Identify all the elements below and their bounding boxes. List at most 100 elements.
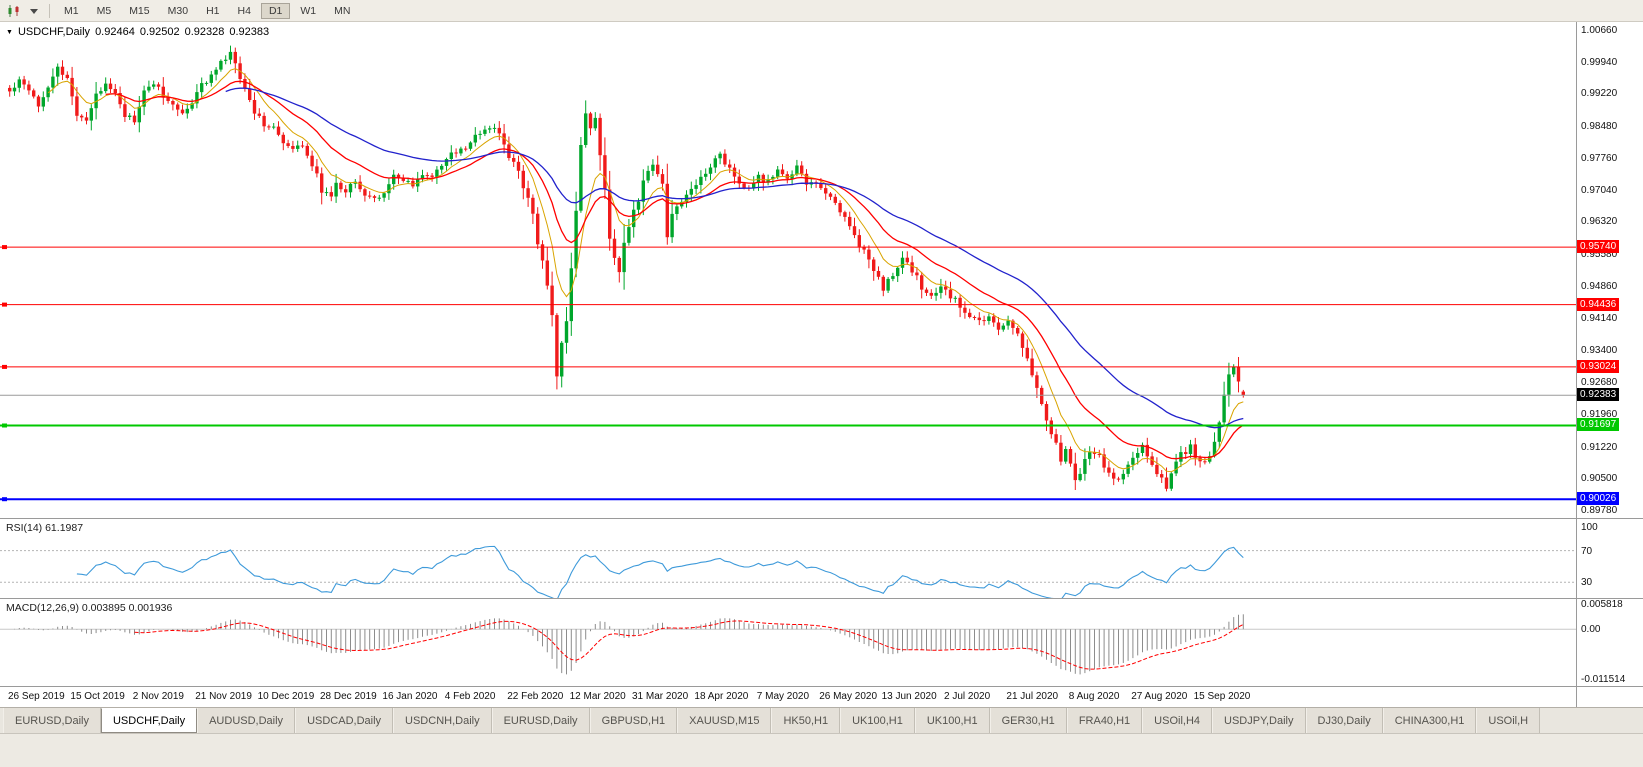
timeframe-button-h4[interactable]: H4 bbox=[237, 4, 251, 17]
macd-indicator-label: MACD(12,26,9) 0.003895 0.001936 bbox=[6, 602, 173, 614]
price-axis-label: 1.00660 bbox=[1581, 24, 1618, 36]
timeframe-button-w1[interactable]: W1 bbox=[300, 4, 317, 17]
chart-dropdown-icon[interactable] bbox=[24, 3, 44, 19]
rsi-pane: RSI(14) 61.1987 100 70 30 bbox=[0, 519, 1643, 599]
price-axis-label: 0.94140 bbox=[1581, 312, 1618, 324]
rsi-chart-svg bbox=[0, 545, 1576, 598]
rsi-axis[interactable]: 100 70 30 bbox=[1576, 519, 1643, 598]
chart-caret-icon: ▼ bbox=[6, 29, 13, 36]
chart-high-value: 0.92502 bbox=[139, 26, 180, 38]
tab-usdchf-daily[interactable]: USDCHF,Daily bbox=[100, 708, 198, 733]
price-axis-label: 0.97040 bbox=[1581, 184, 1618, 196]
macd-chart-canvas[interactable]: MACD(12,26,9) 0.003895 0.001936 bbox=[0, 599, 1576, 686]
macd-axis[interactable]: 0.005818 0.00 -0.011514 bbox=[1576, 599, 1643, 686]
date-label: 8 Aug 2020 bbox=[1068, 691, 1120, 702]
timeframe-button-mn[interactable]: MN bbox=[334, 4, 351, 17]
timeframe-button-m1[interactable]: M1 bbox=[64, 4, 79, 17]
tab-eurusd-daily[interactable]: EURUSD,Daily bbox=[491, 708, 590, 733]
tab-usdcnh-daily[interactable]: USDCNH,Daily bbox=[393, 708, 492, 733]
date-label: 13 Jun 2020 bbox=[881, 691, 937, 702]
time-axis[interactable]: 26 Sep 2019 15 Oct 2019 2 Nov 2019 21 Nov 2… bbox=[0, 687, 1576, 707]
toolbar-separator bbox=[49, 3, 50, 18]
date-label: 12 Mar 2020 bbox=[569, 691, 626, 702]
tab-usoil-h4[interactable]: USOil,H4 bbox=[1142, 708, 1213, 733]
tab-eurusd-daily[interactable]: EURUSD,Daily bbox=[3, 708, 101, 733]
price-axis-label: 0.99940 bbox=[1581, 56, 1618, 68]
rsi-chart-canvas[interactable]: RSI(14) 61.1987 bbox=[0, 519, 1576, 598]
tab-ger30-h1[interactable]: GER30,H1 bbox=[989, 708, 1067, 733]
date-label: 15 Sep 2020 bbox=[1193, 691, 1251, 702]
timeframe-button-h1[interactable]: H1 bbox=[206, 4, 220, 17]
price-axis-label: 0.96320 bbox=[1581, 216, 1618, 228]
rsi-axis-label: 30 bbox=[1581, 577, 1593, 589]
rsi-axis-label: 70 bbox=[1581, 545, 1593, 557]
level-price-badge: 0.90026 bbox=[1577, 492, 1620, 506]
level-price-badge: 0.95740 bbox=[1577, 240, 1620, 254]
tab-usdcad-daily[interactable]: USDCAD,Daily bbox=[295, 708, 394, 733]
tab-usdjpy-daily[interactable]: USDJPY,Daily bbox=[1212, 708, 1306, 733]
date-label: 16 Jan 2020 bbox=[382, 691, 438, 702]
price-axis-label: 0.98480 bbox=[1581, 121, 1618, 133]
tab-uk100-h1[interactable]: UK100,H1 bbox=[914, 708, 990, 733]
tab-china300-h1[interactable]: CHINA300,H1 bbox=[1382, 708, 1477, 733]
macd-pane: MACD(12,26,9) 0.003895 0.001936 0.005818… bbox=[0, 599, 1643, 687]
macd-chart-svg bbox=[0, 614, 1576, 675]
chart-open-value: 0.92464 bbox=[95, 26, 135, 38]
date-label: 27 Aug 2020 bbox=[1131, 691, 1188, 702]
timeframe-button-m5[interactable]: M5 bbox=[96, 4, 112, 17]
date-label: 21 Nov 2019 bbox=[195, 691, 252, 702]
date-label: 22 Feb 2020 bbox=[507, 691, 564, 702]
price-axis-label: 0.91220 bbox=[1581, 441, 1618, 453]
price-chart-svg bbox=[0, 45, 1576, 502]
price-axis-label: 0.92680 bbox=[1581, 377, 1618, 389]
toolbar: M1 M5 M15 M30 H1 H4 D1 W1 MN bbox=[0, 0, 1643, 22]
tab-audusd-daily[interactable]: AUDUSD,Daily bbox=[197, 708, 296, 733]
date-label: 21 Jul 2020 bbox=[1006, 691, 1059, 702]
candlestick-chart-icon[interactable] bbox=[4, 3, 24, 19]
macd-axis-label: -0.011514 bbox=[1581, 674, 1626, 685]
tab-hk50-h1[interactable]: HK50,H1 bbox=[771, 708, 841, 733]
date-label: 26 Sep 2019 bbox=[8, 691, 65, 702]
level-price-badge: 0.93024 bbox=[1577, 359, 1620, 373]
timeframe-button-d1[interactable]: D1 bbox=[260, 2, 291, 19]
date-label: 15 Oct 2019 bbox=[70, 691, 125, 702]
tab-xauusd-m15[interactable]: XAUUSD,M15 bbox=[677, 708, 772, 733]
price-axis-label: 0.97760 bbox=[1581, 152, 1618, 164]
time-axis-row: 26 Sep 2019 15 Oct 2019 2 Nov 2019 21 Nov 2… bbox=[0, 687, 1643, 707]
date-label: 10 Dec 2019 bbox=[257, 691, 315, 702]
price-axis-label: 0.89780 bbox=[1581, 505, 1618, 517]
macd-axis-label: 0.005818 bbox=[1581, 599, 1623, 610]
price-axis[interactable]: 1.00660 0.99940 0.99220 0.98480 0.97760 0.970… bbox=[1576, 22, 1643, 518]
date-label: 31 Mar 2020 bbox=[632, 691, 689, 702]
rsi-indicator-label: RSI(14) 61.1987 bbox=[6, 522, 84, 534]
timeframe-button-m15[interactable]: M15 bbox=[129, 4, 150, 17]
time-axis-corner bbox=[1576, 687, 1643, 707]
chart-symbol-label: USDCHF,Daily bbox=[17, 26, 91, 38]
date-label: 2 Jul 2020 bbox=[944, 691, 991, 702]
current-price-badge: 0.92383 bbox=[1577, 388, 1620, 402]
level-price-badge: 0.91697 bbox=[1577, 418, 1620, 432]
price-chart-canvas[interactable]: ▼ USDCHF,Daily 0.92464 0.92502 0.92328 0.9238… bbox=[0, 22, 1576, 518]
tab-dj30-daily[interactable]: DJ30,Daily bbox=[1305, 708, 1383, 733]
timeframe-button-m30[interactable]: M30 bbox=[167, 4, 189, 17]
tab-gbpusd-h1[interactable]: GBPUSD,H1 bbox=[589, 708, 678, 733]
price-axis-label: 0.93400 bbox=[1581, 345, 1618, 357]
price-axis-label: 0.95580 bbox=[1581, 249, 1618, 261]
rsi-axis-label: 100 bbox=[1581, 521, 1598, 533]
price-axis-label: 0.94860 bbox=[1581, 280, 1618, 292]
price-axis-label: 0.90500 bbox=[1581, 473, 1618, 485]
tab-usoil-h[interactable]: USOil,H bbox=[1476, 708, 1541, 733]
date-label: 7 May 2020 bbox=[756, 691, 810, 702]
price-axis-label: 0.99220 bbox=[1581, 88, 1618, 100]
chart-tabs-bar: EURUSD,Daily USDCHF,Daily AUDUSD,Daily USDC… bbox=[0, 707, 1643, 733]
price-pane: ▼ USDCHF,Daily 0.92464 0.92502 0.92328 0.9238… bbox=[0, 22, 1643, 519]
tab-uk100-h1[interactable]: UK100,H1 bbox=[840, 708, 915, 733]
timeframe-button-group: M1 M5 M15 M30 H1 H4 D1 W1 MN bbox=[55, 2, 359, 19]
chart-close-value: 0.92383 bbox=[229, 26, 270, 38]
chart-low-value: 0.92328 bbox=[184, 26, 225, 38]
date-label: 28 Dec 2019 bbox=[320, 691, 377, 702]
date-label: 18 Apr 2020 bbox=[694, 691, 749, 702]
tab-fra40-h1[interactable]: FRA40,H1 bbox=[1066, 708, 1143, 733]
level-price-badge: 0.94436 bbox=[1577, 297, 1620, 311]
